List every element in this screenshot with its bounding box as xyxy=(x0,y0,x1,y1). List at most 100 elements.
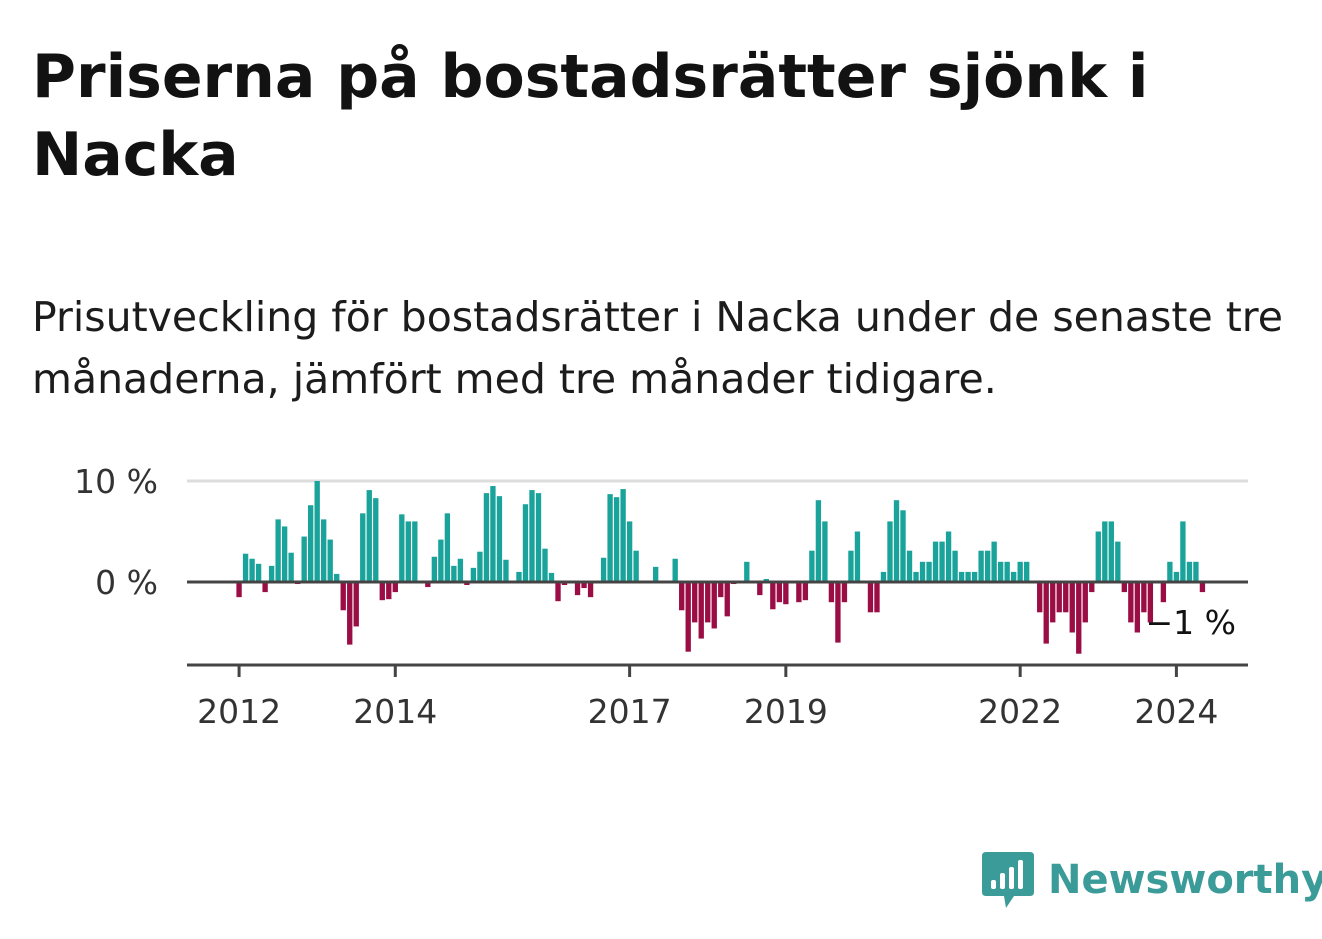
bar xyxy=(763,578,769,582)
bar xyxy=(386,582,392,600)
bar xyxy=(1180,521,1186,582)
x-tick-label: 2022 xyxy=(978,692,1062,731)
bar xyxy=(1134,582,1141,633)
bar xyxy=(613,497,620,582)
bar xyxy=(932,541,939,582)
bar xyxy=(1193,561,1199,582)
bar xyxy=(626,521,633,582)
x-tick-label: 2024 xyxy=(1134,692,1218,731)
bar xyxy=(1043,582,1049,644)
bar xyxy=(587,582,594,598)
bar xyxy=(692,582,698,623)
bar xyxy=(718,582,724,598)
bar xyxy=(516,571,522,582)
bar xyxy=(1108,521,1114,582)
chart-title: Priserna på bostadsrätter sjönk i Nacka xyxy=(32,42,1149,190)
bar xyxy=(262,582,268,593)
bar xyxy=(991,541,997,582)
bar xyxy=(431,556,438,582)
bar xyxy=(652,566,659,582)
bar xyxy=(945,531,952,582)
last-value-label: −1 % xyxy=(1146,603,1237,642)
x-tick-label: 2019 xyxy=(744,692,828,731)
bar xyxy=(1082,582,1088,623)
x-tick-label: 2014 xyxy=(353,692,437,731)
bar xyxy=(939,541,945,582)
bar xyxy=(477,551,483,582)
bar xyxy=(451,565,457,582)
bar xyxy=(405,521,411,582)
bar xyxy=(412,521,418,582)
bar xyxy=(952,550,958,582)
bar xyxy=(1076,582,1082,654)
bar xyxy=(1167,561,1173,582)
bar xyxy=(796,582,802,603)
bar xyxy=(1173,571,1180,582)
chart-subtitle: Prisutveckling för bostadsrätter i Nacka… xyxy=(32,293,1283,403)
bar xyxy=(815,500,822,582)
bar xyxy=(900,510,906,582)
bar xyxy=(1102,521,1108,582)
bar xyxy=(1147,582,1154,623)
bar xyxy=(984,550,991,582)
bar xyxy=(965,571,971,582)
bar xyxy=(1063,582,1069,613)
bar xyxy=(470,567,477,582)
brand-name: Newsworthy xyxy=(1048,857,1322,903)
bar xyxy=(360,513,366,582)
bar xyxy=(288,552,294,582)
bar xyxy=(268,565,275,582)
bar xyxy=(314,481,320,582)
bar xyxy=(1004,561,1010,582)
bar xyxy=(301,536,307,582)
bar xyxy=(906,550,913,582)
brand-logo: Newsworthy xyxy=(980,848,1322,912)
bar xyxy=(887,521,893,582)
bar xyxy=(867,582,874,613)
bar xyxy=(744,561,750,582)
bar xyxy=(757,582,763,596)
bar xyxy=(978,550,984,582)
bar xyxy=(724,582,730,617)
newsworthy-logo-icon xyxy=(982,852,1034,908)
bar xyxy=(1069,582,1075,633)
bar xyxy=(926,561,932,582)
bar xyxy=(1121,582,1127,593)
bar xyxy=(1089,582,1095,593)
bar xyxy=(620,489,626,582)
bar xyxy=(1056,582,1062,613)
bar xyxy=(574,582,581,596)
bar xyxy=(496,496,503,582)
x-tick-label: 2012 xyxy=(197,692,281,731)
bar xyxy=(893,500,900,582)
bar xyxy=(711,582,717,629)
bar xyxy=(880,571,887,582)
bar xyxy=(366,490,372,582)
bar xyxy=(399,514,405,582)
bar xyxy=(854,531,861,582)
bar xyxy=(633,550,639,582)
bar xyxy=(841,582,848,603)
bar xyxy=(255,563,262,582)
bar xyxy=(1024,561,1030,582)
bar xyxy=(373,498,379,582)
bar xyxy=(848,550,854,582)
bar xyxy=(1050,582,1056,623)
bar xyxy=(425,582,431,588)
bar xyxy=(242,553,249,582)
bar xyxy=(835,582,841,643)
bar xyxy=(561,582,568,586)
bar xyxy=(1017,561,1023,582)
bar xyxy=(347,582,353,645)
bar xyxy=(308,505,314,582)
x-tick-label: 2017 xyxy=(588,692,672,731)
bar xyxy=(464,582,470,586)
bar xyxy=(607,494,613,582)
bar xyxy=(275,519,281,582)
bar xyxy=(327,539,333,582)
bar xyxy=(353,582,359,627)
bar xyxy=(529,490,535,582)
bar xyxy=(321,519,327,582)
bar xyxy=(874,582,880,613)
bar xyxy=(1095,531,1101,582)
